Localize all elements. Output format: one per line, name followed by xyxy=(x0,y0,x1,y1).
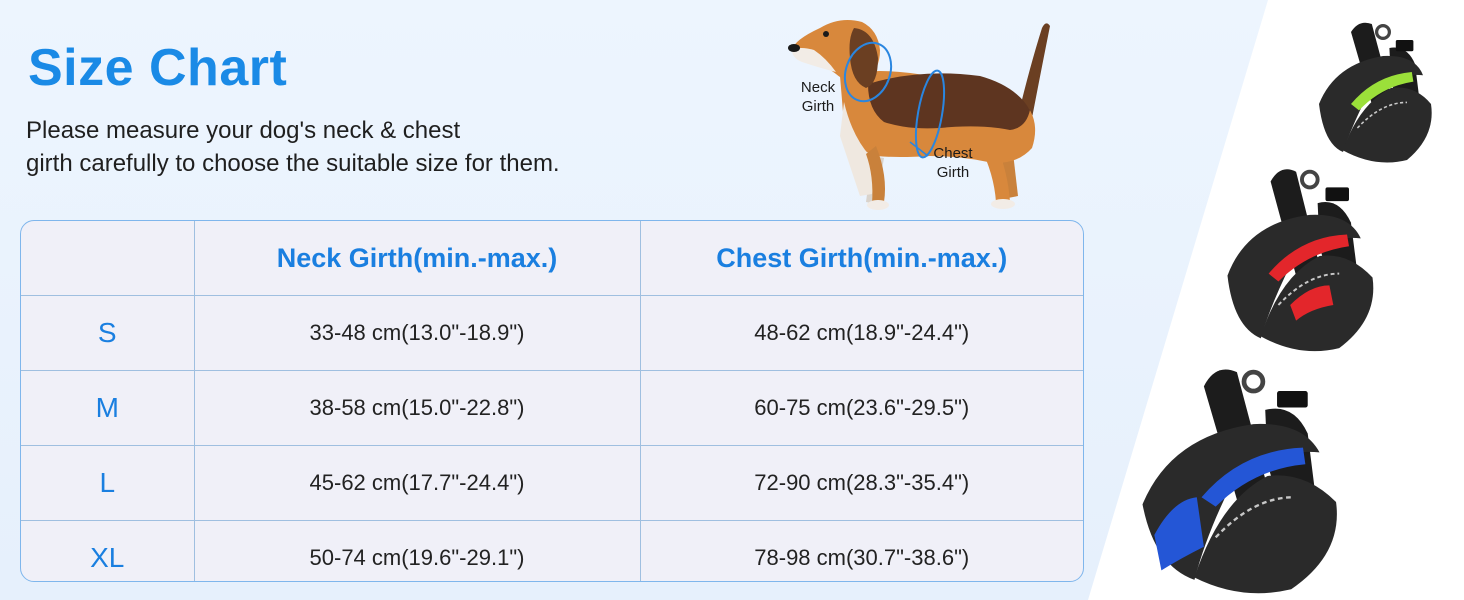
size-cell: L xyxy=(21,445,195,521)
page-title: Size Chart xyxy=(28,39,288,97)
table-row: XL 50-74 cm(19.6"-29.1") 78-98 cm(30.7"-… xyxy=(21,520,1083,581)
harness-icon xyxy=(1319,22,1432,163)
size-cell: S xyxy=(21,295,195,371)
instructions-line-1: Please measure your dog's neck & chest xyxy=(26,117,461,144)
size-cell: XL xyxy=(21,520,195,581)
neck-cell: 45-62 cm(17.7"-24.4") xyxy=(194,445,641,521)
size-table: Neck Girth(min.-max.) Chest Girth(min.-m… xyxy=(20,220,1084,582)
chest-cell: 72-90 cm(28.3"-35.4") xyxy=(640,445,1083,521)
table-header-row: Neck Girth(min.-max.) Chest Girth(min.-m… xyxy=(21,221,1083,296)
chest-girth-label: Chest Girth xyxy=(926,144,980,182)
harness-icon xyxy=(1227,169,1374,352)
table-row: L 45-62 cm(17.7"-24.4") 72-90 cm(28.3"-3… xyxy=(21,445,1083,521)
chest-cell: 78-98 cm(30.7"-38.6") xyxy=(754,545,970,570)
neck-girth-label: Neck Girth xyxy=(796,78,840,116)
header-chest-girth: Chest Girth(min.-max.) xyxy=(640,221,1083,296)
chest-label-line-2: Girth xyxy=(936,164,970,181)
chest-cell: 48-62 cm(18.9"-24.4") xyxy=(640,295,1083,371)
neck-cell: 38-58 cm(15.0"-22.8") xyxy=(194,370,641,446)
neck-label-line-2: Girth xyxy=(801,98,835,115)
chest-label-line-1: Chest xyxy=(933,145,973,162)
neck-label-line-1: Neck xyxy=(800,79,836,96)
measure-instructions: Please measure your dog's neck & chest g… xyxy=(26,114,646,180)
size-cell: M xyxy=(21,370,195,446)
header-neck-girth: Neck Girth(min.-max.) xyxy=(194,221,641,296)
dog-measurement-illustration xyxy=(788,20,1050,210)
instructions-line-2: girth carefully to choose the suitable s… xyxy=(26,150,560,177)
header-size xyxy=(21,221,195,296)
table-row: S 33-48 cm(13.0"-18.9") 48-62 cm(18.9"-2… xyxy=(21,295,1083,371)
table-row: M 38-58 cm(15.0"-22.8") 60-75 cm(23.6"-2… xyxy=(21,370,1083,446)
neck-cell: 33-48 cm(13.0"-18.9") xyxy=(194,295,641,371)
chest-cell: 60-75 cm(23.6"-29.5") xyxy=(640,370,1083,446)
neck-cell: 50-74 cm(19.6"-29.1") xyxy=(194,520,641,581)
size-grid: Neck Girth(min.-max.) Chest Girth(min.-m… xyxy=(21,221,1083,581)
harness-icon xyxy=(1142,369,1337,594)
